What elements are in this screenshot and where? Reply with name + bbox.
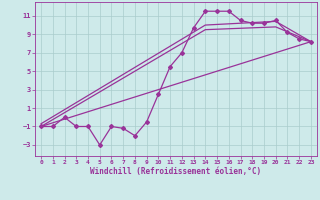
X-axis label: Windchill (Refroidissement éolien,°C): Windchill (Refroidissement éolien,°C) bbox=[91, 167, 261, 176]
